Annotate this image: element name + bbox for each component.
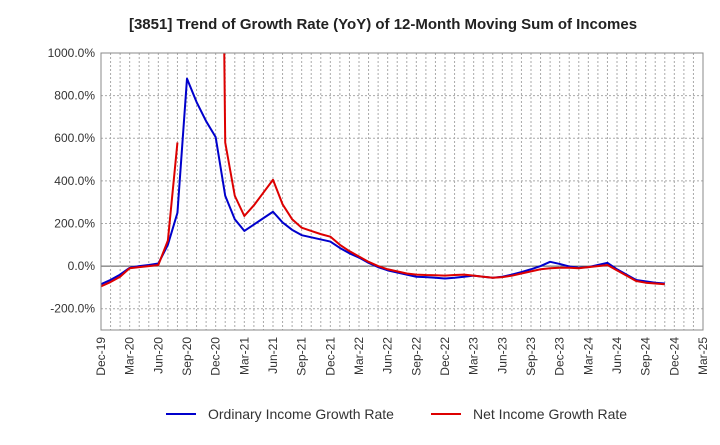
x-tick-label: Sep-24 bbox=[639, 337, 653, 376]
x-tick-label: Mar-23 bbox=[467, 337, 481, 375]
x-tick-label: Mar-24 bbox=[581, 337, 595, 375]
x-tick-label: Dec-20 bbox=[209, 337, 223, 376]
x-tick-label: Sep-20 bbox=[180, 337, 194, 376]
x-tick-label: Mar-22 bbox=[352, 337, 366, 375]
chart-title: [3851] Trend of Growth Rate (YoY) of 12-… bbox=[129, 16, 637, 33]
x-tick-label: Dec-19 bbox=[94, 337, 108, 376]
x-tick-label: Dec-24 bbox=[667, 337, 681, 376]
y-tick-label: 1000.0% bbox=[48, 46, 96, 60]
series-lines bbox=[101, 53, 665, 288]
series-line-1 bbox=[101, 142, 179, 288]
legend-label: Net Income Growth Rate bbox=[473, 406, 627, 422]
x-tick-label: Mar-20 bbox=[123, 337, 137, 375]
series-line-0 bbox=[101, 77, 665, 286]
x-tick-label: Sep-23 bbox=[524, 337, 538, 376]
legend: Ordinary Income Growth Rate Net Income Gr… bbox=[166, 406, 627, 422]
legend-label: Ordinary Income Growth Rate bbox=[208, 406, 394, 422]
x-tick-label: Jun-20 bbox=[151, 337, 165, 374]
y-tick-label: 0.0% bbox=[68, 259, 96, 273]
x-tick-label: Jun-21 bbox=[266, 337, 280, 374]
x-tick-label: Dec-23 bbox=[553, 337, 567, 376]
x-tick-label: Jun-23 bbox=[495, 337, 509, 374]
x-tick-label: Jun-22 bbox=[381, 337, 395, 374]
x-tick-label: Sep-21 bbox=[295, 337, 309, 376]
x-tick-label: Dec-22 bbox=[438, 337, 452, 376]
y-tick-label: 200.0% bbox=[54, 216, 95, 230]
x-tick-label: Dec-21 bbox=[323, 337, 337, 376]
x-axis-tick-labels: Dec-19 Mar-20 Jun-20 Sep-20 Dec-20 Mar-21 Jun-… bbox=[94, 337, 710, 376]
y-tick-label: -200.0% bbox=[50, 302, 95, 316]
x-tick-label: Mar-25 bbox=[696, 337, 710, 375]
y-tick-label: 400.0% bbox=[54, 174, 95, 188]
grid-lines bbox=[101, 52, 703, 330]
series-line-1 bbox=[223, 53, 665, 286]
y-tick-label: 600.0% bbox=[54, 131, 95, 145]
y-tick-label: 800.0% bbox=[54, 89, 95, 103]
x-tick-label: Mar-21 bbox=[237, 337, 251, 375]
y-axis-tick-labels: 1000.0% 800.0% 600.0% 400.0% 200.0% 0.0% -200.… bbox=[48, 46, 96, 316]
x-tick-label: Jun-24 bbox=[610, 337, 624, 374]
x-tick-label: Sep-22 bbox=[409, 337, 423, 376]
plot-area-frame bbox=[100, 52, 704, 331]
